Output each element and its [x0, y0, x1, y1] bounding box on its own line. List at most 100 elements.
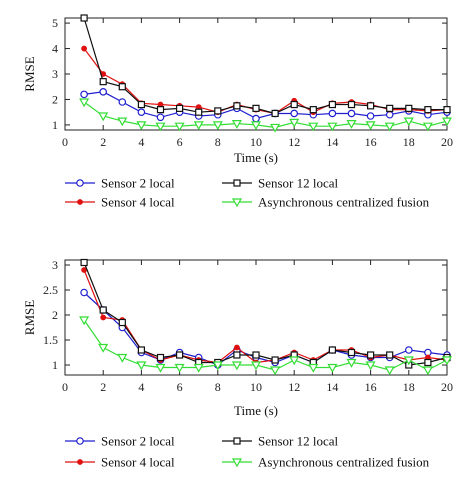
data-point: [80, 90, 88, 99]
legend-swatch-marker: [233, 437, 241, 445]
x-tick-label: 14: [326, 380, 338, 394]
chart-panel-bottom: 0 2 4 6 8 10 12 14 16 18 20 1 1.5 2 2.5 3 Time (s) RMSE Se…: [22, 258, 453, 470]
x-tick-label: 2: [100, 380, 106, 394]
x-tick-label: 6: [177, 380, 183, 394]
data-point: [366, 112, 375, 120]
data-point: [155, 363, 166, 373]
data-point: [174, 122, 185, 132]
data-point: [212, 121, 223, 131]
data-point: [136, 121, 147, 131]
data-point: [386, 351, 394, 359]
y-tick-label: 4: [52, 42, 58, 56]
data-point: [424, 106, 432, 114]
data-point: [386, 104, 394, 112]
x-tick-label: 4: [138, 135, 144, 149]
data-point: [346, 358, 357, 368]
data-point: [403, 117, 414, 127]
series-line: [83, 101, 448, 129]
y-axis-label: RMSE: [22, 56, 37, 91]
series-asynchronous-centralized-fusion: [79, 316, 453, 376]
x-tick-label: 0: [62, 380, 68, 394]
data-point: [176, 351, 184, 359]
series-sensor-2-local: [80, 88, 451, 123]
legend-item: Sensor 2 local: [65, 434, 175, 449]
data-point: [308, 122, 319, 132]
legend-swatch-marker: [231, 458, 243, 468]
data-point: [347, 100, 356, 109]
x-axis-label: Time (s): [234, 403, 278, 418]
y-tick-label: 1: [52, 118, 58, 132]
data-point: [98, 343, 109, 353]
data-point: [328, 346, 336, 354]
data-point: [176, 104, 184, 112]
data-point: [347, 348, 356, 357]
series-line: [83, 17, 447, 115]
legend-item: Sensor 2 local: [65, 176, 175, 191]
y-tick-label: 3: [52, 258, 58, 272]
series-sensor-12-local: [80, 14, 451, 118]
x-tick-label: 16: [365, 380, 377, 394]
y-tick-label: 3: [52, 67, 58, 81]
data-point: [99, 88, 108, 96]
data-point: [118, 83, 126, 91]
data-point: [328, 100, 336, 109]
x-tick-label: 20: [441, 380, 453, 394]
x-tick-label: 0: [62, 135, 68, 149]
x-tick-label: 18: [403, 135, 415, 149]
data-point: [136, 361, 147, 371]
data-point: [99, 306, 107, 314]
legend-item: Sensor 12 local: [222, 434, 339, 449]
y-tick-label: 2.5: [43, 283, 58, 297]
data-point: [231, 120, 242, 129]
data-point: [214, 107, 222, 115]
x-tick-label: 16: [365, 135, 377, 149]
data-point: [81, 267, 87, 273]
data-point: [289, 118, 300, 128]
x-tick-label: 12: [288, 135, 300, 149]
data-point: [271, 109, 279, 118]
data-point: [252, 104, 260, 112]
data-point: [174, 363, 185, 373]
data-point: [80, 288, 88, 297]
data-point: [290, 100, 298, 109]
data-point: [250, 361, 262, 371]
data-point: [327, 363, 338, 373]
y-tick-label: 1.5: [43, 333, 58, 347]
data-point: [346, 120, 357, 129]
data-point: [441, 356, 453, 366]
data-point: [252, 351, 260, 359]
legend-swatch-marker: [77, 199, 83, 205]
data-point: [156, 106, 165, 114]
data-point: [155, 122, 166, 132]
data-point: [100, 314, 107, 321]
data-point: [117, 117, 128, 127]
data-point: [271, 356, 279, 364]
data-point: [328, 109, 337, 118]
data-point: [79, 98, 90, 108]
data-point: [422, 366, 433, 376]
legend-label: Asynchronous centralized fusion: [258, 195, 430, 210]
y-tick-label: 2: [52, 92, 58, 106]
data-point: [117, 353, 128, 363]
data-point: [384, 122, 395, 132]
legend-swatch-marker: [76, 437, 84, 445]
x-axis-label: Time (s): [234, 150, 278, 165]
data-point: [384, 366, 395, 376]
x-tick-label: 2: [100, 135, 106, 149]
y-tick-label: 2: [52, 308, 58, 322]
data-point: [137, 346, 145, 354]
series-sensor-4-local: [81, 267, 450, 366]
data-point: [80, 258, 88, 267]
data-point: [365, 121, 376, 131]
y-tick-label: 1: [52, 358, 58, 372]
data-point: [99, 78, 107, 86]
data-point: [137, 100, 145, 109]
legend-item: Sensor 12 local: [222, 176, 339, 191]
data-point: [443, 106, 451, 114]
data-point: [308, 363, 319, 373]
legend-label: Sensor 4 local: [101, 195, 175, 210]
data-point: [233, 351, 241, 359]
legend-label: Sensor 2 local: [101, 176, 175, 191]
data-point: [405, 104, 413, 112]
